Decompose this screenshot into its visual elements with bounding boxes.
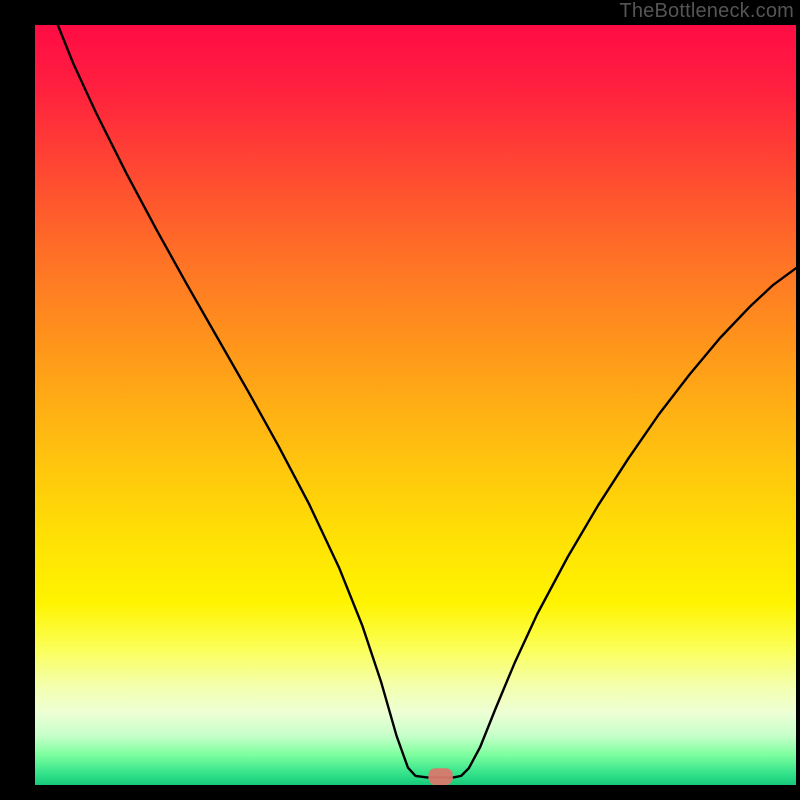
watermark-text: TheBottleneck.com [619, 0, 794, 23]
optimal-marker [428, 768, 452, 785]
plot-background [35, 25, 796, 785]
chart-svg [0, 0, 800, 800]
bottleneck-chart: TheBottleneck.com [0, 0, 800, 800]
